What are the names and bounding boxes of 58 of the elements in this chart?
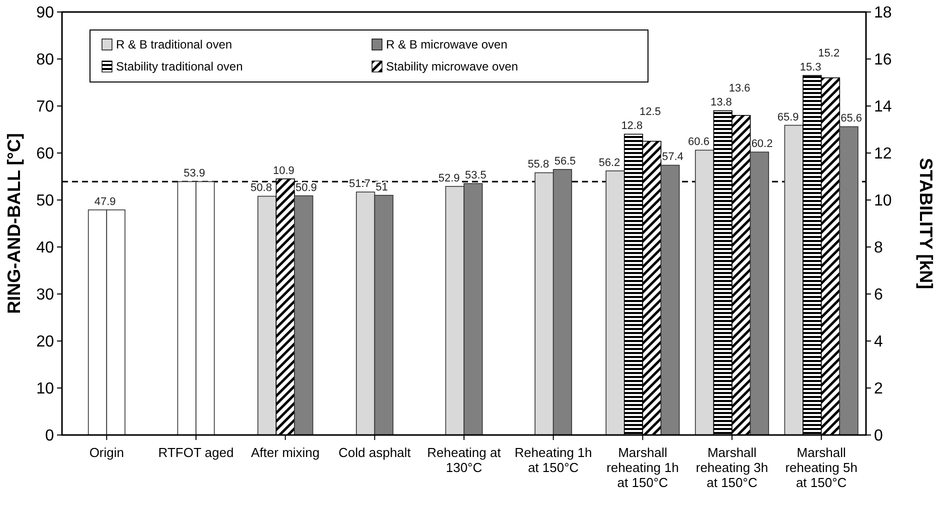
- x-tick-label: Marshall reheating 1h at 150°C: [606, 445, 679, 490]
- y2-tick-label: 6: [874, 286, 883, 304]
- y2-tick-label: 8: [874, 240, 883, 257]
- y2-tick-label: 12: [874, 146, 892, 163]
- x-tick-label: Marshall reheating 3h at 150°C: [696, 445, 768, 490]
- data-label: 10.9: [273, 164, 294, 177]
- x-tick-label: Marshall reheating 5h at 150°C: [785, 445, 858, 490]
- data-label: 50.9: [295, 182, 317, 194]
- y2-tick-label: 14: [874, 98, 892, 116]
- y-axis-title: RING-AND-BALL [°C]: [4, 133, 24, 314]
- data-label: 53.5: [465, 170, 486, 182]
- y2-tick-label: 16: [874, 52, 892, 69]
- x-tick-label: Reheating 1h at 150°C: [514, 445, 592, 475]
- y-tick-label: 10: [36, 380, 54, 398]
- x-tick-label: Cold asphalt: [338, 445, 412, 460]
- data-label: 13.6: [728, 82, 750, 95]
- data-label: 50.8: [250, 182, 272, 194]
- legend-label: R & B traditional oven: [116, 38, 232, 52]
- data-label: 47.9: [94, 196, 116, 208]
- y-tick-label: 40: [36, 240, 54, 257]
- x-tick-label: RTFOT aged: [158, 445, 234, 460]
- y-tick-label: 50: [36, 192, 54, 210]
- x-tick-label: Reheating at 130°C: [427, 445, 502, 475]
- data-label: 60.2: [751, 138, 773, 150]
- data-label: 56.2: [598, 156, 620, 169]
- y2-tick-label: 4: [874, 334, 883, 351]
- legend-label: Stability traditional oven: [116, 60, 243, 74]
- data-label: 12.8: [621, 120, 643, 132]
- data-label: 53.9: [184, 168, 206, 180]
- data-label: 52.9: [438, 172, 460, 184]
- legend-label: R & B microwave oven: [386, 38, 508, 52]
- x-tick-label: After mixing: [251, 445, 320, 460]
- y2-tick-label: 0: [874, 428, 883, 445]
- data-label: 65.6: [840, 112, 862, 125]
- legend-label: Stability microwave oven: [386, 60, 518, 74]
- data-label: 51.7: [349, 178, 370, 190]
- data-label: 65.9: [777, 111, 799, 124]
- y-tick-label: 70: [36, 98, 54, 116]
- data-label: 15.2: [818, 47, 840, 60]
- y2-tick-label: 2: [874, 380, 883, 398]
- y-tick-label: 20: [36, 334, 54, 351]
- data-label: 56.5: [554, 155, 576, 168]
- y-tick-label: 30: [36, 286, 54, 304]
- y-tick-label: 80: [36, 52, 54, 69]
- data-label: 60.6: [688, 136, 710, 148]
- data-label: 15.3: [800, 61, 822, 74]
- y2-tick-label: 18: [874, 4, 892, 22]
- data-label: 51: [376, 181, 388, 194]
- data-label: 57.4: [662, 151, 684, 164]
- x-tick-label: Origin: [89, 445, 124, 460]
- y-tick-label: 60: [36, 146, 54, 163]
- y-tick-label: 0: [45, 428, 54, 445]
- y2-axis-title: STABILITY [kN]: [916, 158, 934, 290]
- y2-tick-label: 10: [874, 192, 892, 210]
- y-tick-label: 90: [36, 4, 54, 22]
- data-label: 13.8: [710, 96, 732, 109]
- data-label: 55.8: [528, 158, 550, 171]
- data-label: 12.5: [640, 106, 661, 118]
